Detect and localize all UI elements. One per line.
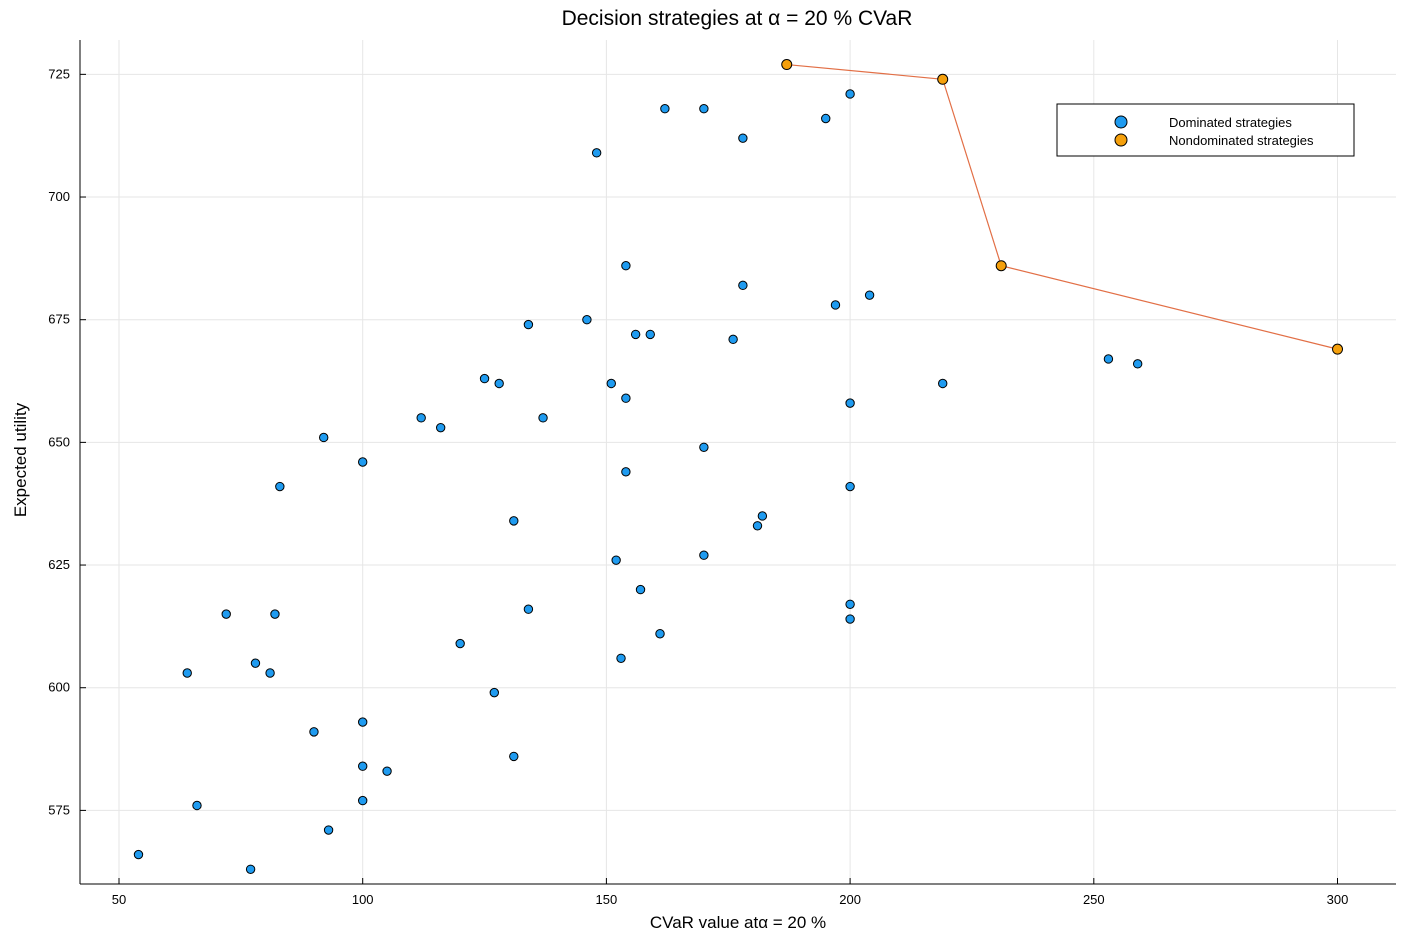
nondominated-point (995, 260, 1007, 272)
dominated-point (591, 148, 602, 158)
dominated-point (182, 668, 192, 678)
dominated-point (270, 609, 280, 619)
dominated-point (611, 555, 621, 565)
dominated-point (621, 393, 631, 403)
y-ticks: 575 600 625 650 675 700 725 (48, 66, 86, 817)
dominated-point (699, 442, 709, 452)
dominated-point (757, 511, 768, 521)
dominated-point (275, 481, 285, 492)
y-tick-label: 650 (48, 434, 70, 449)
dominated-point (1132, 359, 1143, 369)
dominated-point (455, 638, 465, 649)
dominated-point (309, 727, 319, 737)
dominated-point (357, 717, 368, 727)
dominated-point (416, 413, 426, 423)
legend-marker-nondominated (1114, 133, 1128, 147)
grid (80, 40, 1396, 884)
x-tick-label: 200 (839, 892, 861, 907)
dominated-point (382, 766, 392, 776)
nondominated-point (937, 73, 949, 85)
axes (79, 40, 1396, 885)
dominated-point (538, 413, 548, 423)
dominated-point (489, 687, 499, 698)
dominated-point (606, 378, 616, 389)
dominated-point (699, 103, 709, 114)
dominated-point (435, 422, 446, 433)
y-tick-label: 675 (48, 312, 70, 327)
series-layer (133, 59, 1344, 874)
y-tick-label: 575 (48, 802, 70, 817)
x-ticks: 50 100 150 200 250 300 (112, 878, 1349, 907)
x-tick-label: 50 (112, 892, 126, 907)
dominated-point (845, 398, 855, 408)
dominated-point (845, 89, 855, 99)
y-tick-label: 700 (48, 189, 70, 204)
dominated-point (821, 113, 831, 124)
x-tick-label: 250 (1083, 892, 1105, 907)
dominated-point (133, 849, 144, 860)
dominated-point (845, 614, 855, 624)
frontier-line (786, 63, 1338, 350)
dominated-point (523, 319, 534, 330)
x-tick-label: 150 (596, 892, 618, 907)
legend-label-dominated: Dominated strategies (1169, 115, 1292, 130)
dominated-point (323, 825, 334, 835)
dominated-point (938, 378, 948, 389)
legend-marker-dominated (1114, 115, 1128, 129)
dominated-point (357, 457, 368, 467)
series-dominated (133, 89, 1143, 874)
dominated-point (509, 516, 519, 526)
dominated-point (845, 481, 855, 492)
legend: Dominated strategies Nondominated strate… (1056, 103, 1355, 157)
dominated-point (319, 432, 329, 443)
dominated-point (582, 314, 592, 325)
dominated-point (250, 658, 261, 668)
x-tick-label: 100 (352, 892, 374, 907)
dominated-point (357, 795, 368, 806)
dominated-point (265, 668, 275, 678)
dominated-point (738, 280, 748, 291)
y-axis-label: Expected utility (11, 402, 30, 517)
dominated-point (752, 521, 763, 531)
dominated-point (830, 300, 841, 310)
y-tick-label: 600 (48, 680, 70, 695)
y-tick-label: 625 (48, 557, 70, 572)
nondominated-point (1332, 343, 1344, 355)
dominated-point (245, 864, 256, 874)
dominated-point (494, 378, 504, 389)
dominated-point (738, 133, 748, 143)
dominated-point (728, 334, 738, 345)
nondominated-point (781, 59, 793, 71)
x-tick-label: 300 (1327, 892, 1349, 907)
dominated-point (630, 329, 641, 340)
x-axis-label: CVaR value atα = 20 % (650, 913, 826, 932)
dominated-point (221, 609, 231, 619)
y-tick-label: 725 (48, 66, 70, 81)
dominated-point (1103, 354, 1114, 364)
dominated-point (699, 550, 709, 560)
dominated-point (523, 604, 534, 614)
dominated-point (616, 653, 626, 663)
dominated-point (479, 373, 490, 384)
dominated-point (192, 800, 202, 811)
dominated-point (645, 329, 655, 340)
dominated-point (509, 751, 519, 762)
dominated-point (655, 629, 665, 639)
chart-title: Decision strategies at α = 20 % CVaR (562, 7, 913, 30)
dominated-point (864, 290, 875, 300)
dominated-point (635, 584, 646, 595)
dominated-point (621, 467, 631, 477)
dominated-point (845, 599, 855, 610)
dominated-point (357, 761, 368, 771)
dominated-point (621, 261, 631, 271)
series-nondominated (781, 59, 1344, 355)
legend-label-nondominated: Nondominated strategies (1169, 133, 1314, 148)
dominated-point (660, 103, 670, 114)
legend-box (1056, 103, 1355, 157)
